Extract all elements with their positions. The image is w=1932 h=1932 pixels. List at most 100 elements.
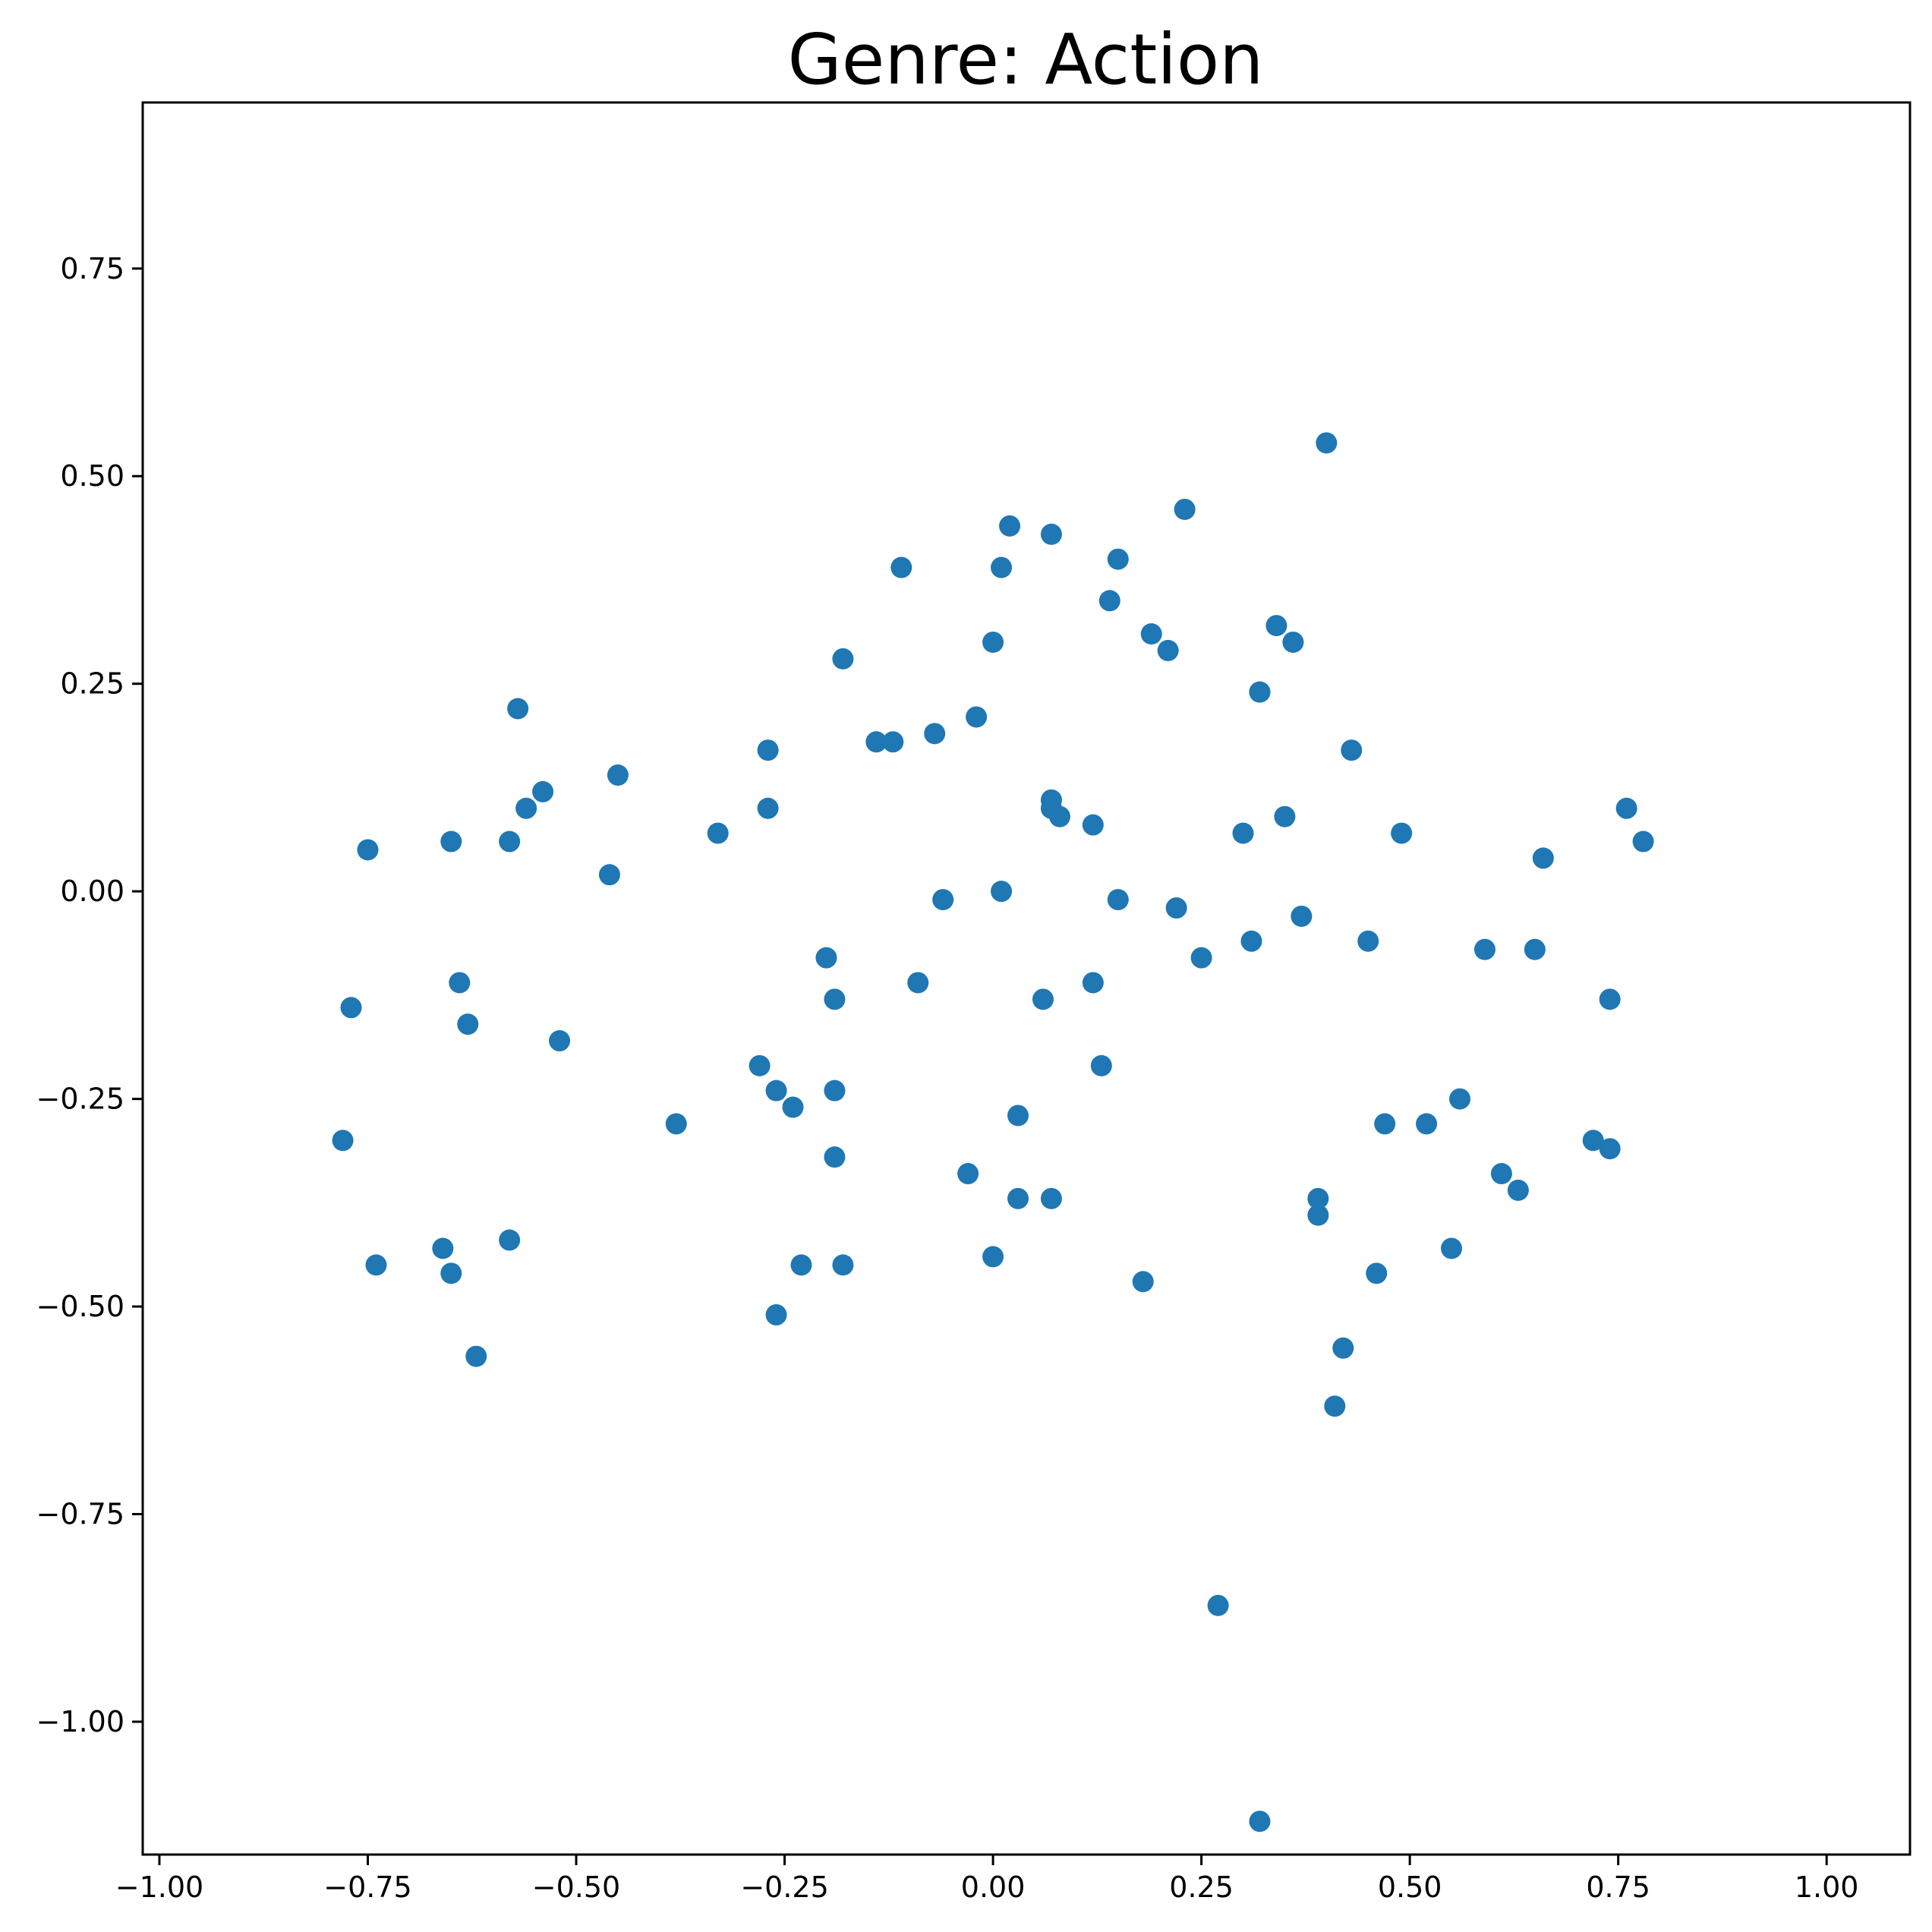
y-tick-label: 0.00 <box>60 875 124 908</box>
data-point <box>907 972 929 994</box>
data-point <box>357 839 379 861</box>
data-point <box>1532 847 1554 869</box>
y-tick-label: −0.75 <box>36 1498 124 1531</box>
x-tick-label: −1.00 <box>115 1871 203 1904</box>
data-point <box>707 822 729 844</box>
data-point <box>432 1237 454 1259</box>
x-tick-label: 0.25 <box>1169 1871 1234 1904</box>
data-point <box>1232 822 1254 844</box>
data-point <box>1132 1271 1154 1293</box>
data-point <box>982 631 1004 653</box>
data-point <box>499 830 521 853</box>
y-axis: −1.00 −0.75 −0.50 −0.25 0.00 0.25 0.50 0.75 <box>36 252 143 1738</box>
x-tick-label: 1.00 <box>1795 1871 1859 1904</box>
data-point <box>865 731 887 753</box>
data-point <box>1632 830 1654 853</box>
data-point <box>499 1229 521 1251</box>
data-point <box>1157 639 1179 661</box>
data-point <box>890 556 912 578</box>
data-point <box>607 764 629 786</box>
data-point <box>1599 1138 1621 1160</box>
data-point <box>1249 681 1271 703</box>
data-point <box>749 1054 771 1076</box>
data-point <box>1140 623 1162 645</box>
data-point <box>1207 1594 1229 1616</box>
data-point <box>790 1254 812 1276</box>
data-point <box>532 780 554 802</box>
data-point <box>340 997 362 1019</box>
data-point <box>932 889 954 911</box>
x-tick-label: −0.75 <box>323 1871 411 1904</box>
data-point <box>999 515 1021 537</box>
data-point <box>824 1146 846 1168</box>
data-point <box>1490 1163 1512 1185</box>
data-point <box>1107 548 1129 570</box>
y-tick-label: 0.50 <box>60 459 124 493</box>
data-point <box>1265 615 1287 637</box>
data-point <box>1332 1337 1354 1359</box>
data-point <box>1374 1113 1396 1135</box>
data-point <box>1040 523 1062 545</box>
data-point <box>1174 498 1196 520</box>
data-point <box>1582 1130 1604 1152</box>
data-point <box>1032 988 1054 1010</box>
data-point <box>991 881 1013 903</box>
y-tick-label: −1.00 <box>36 1705 124 1738</box>
data-point <box>1524 938 1546 960</box>
data-point <box>1007 1105 1029 1127</box>
data-point <box>1615 797 1637 819</box>
data-point <box>1473 938 1495 960</box>
data-point <box>832 648 854 670</box>
data-point <box>815 947 837 969</box>
x-tick-label: −0.50 <box>532 1871 620 1904</box>
data-point <box>457 1013 479 1035</box>
data-point <box>1249 1811 1271 1833</box>
data-point <box>1090 1054 1112 1076</box>
data-point <box>440 1262 462 1284</box>
data-point <box>1441 1237 1463 1259</box>
data-point <box>1449 1088 1471 1110</box>
y-tick-label: −0.25 <box>36 1083 124 1116</box>
data-point <box>515 797 537 819</box>
data-point <box>1324 1395 1346 1417</box>
data-point <box>757 739 779 761</box>
data-point <box>365 1254 387 1276</box>
data-point <box>1190 947 1212 969</box>
data-point <box>1098 590 1120 612</box>
data-point <box>966 706 988 728</box>
data-point <box>832 1254 854 1276</box>
data-point <box>465 1345 487 1367</box>
data-point <box>991 556 1013 578</box>
data-point <box>1165 897 1187 919</box>
data-point <box>1082 972 1104 994</box>
data-point <box>665 1113 687 1135</box>
data-points <box>332 432 1654 1833</box>
chart-title: Genre: Action <box>788 19 1264 100</box>
y-tick-label: 0.25 <box>60 667 124 701</box>
data-point <box>1048 805 1070 827</box>
data-point <box>882 731 904 753</box>
data-point <box>982 1246 1004 1268</box>
x-tick-label: −0.25 <box>740 1871 828 1904</box>
data-point <box>765 1079 787 1102</box>
data-point <box>782 1096 804 1118</box>
data-point <box>1366 1262 1388 1284</box>
data-point <box>1040 1187 1062 1209</box>
data-point <box>440 830 462 853</box>
data-point <box>1274 805 1296 827</box>
data-point <box>1599 988 1621 1010</box>
y-tick-label: −0.50 <box>36 1290 124 1323</box>
data-point <box>332 1130 354 1152</box>
data-point <box>757 797 779 819</box>
x-tick-label: 0.00 <box>961 1871 1026 1904</box>
data-point <box>1316 432 1338 454</box>
data-point <box>1282 631 1304 653</box>
data-point <box>1291 905 1313 927</box>
data-point <box>549 1030 571 1052</box>
y-tick-label: 0.75 <box>60 252 124 285</box>
data-point <box>1082 814 1104 836</box>
data-point <box>957 1163 979 1185</box>
data-point <box>924 723 946 745</box>
